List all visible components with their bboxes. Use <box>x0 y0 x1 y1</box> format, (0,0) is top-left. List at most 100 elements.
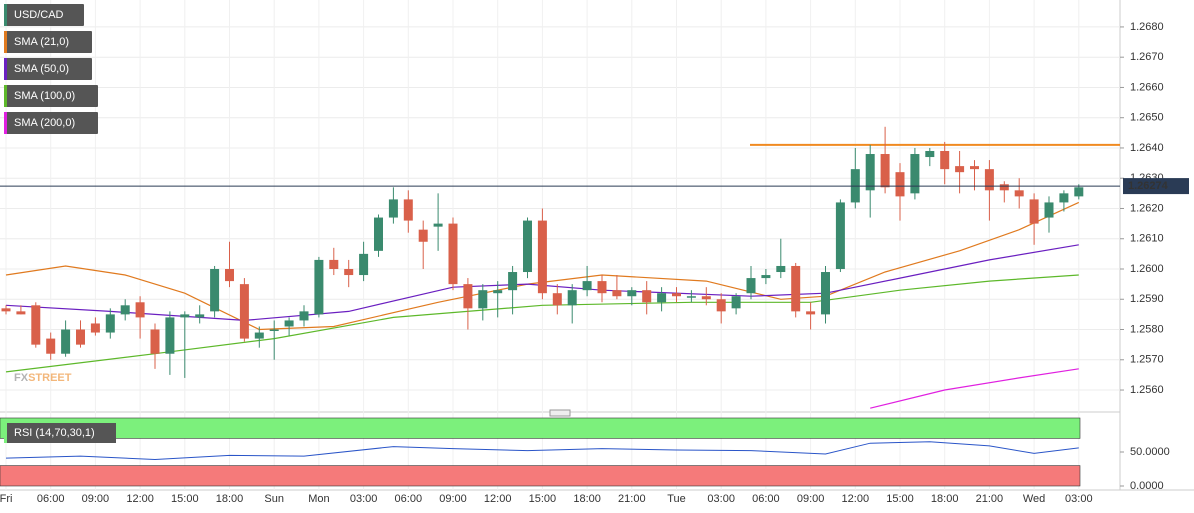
candle-body <box>523 220 532 273</box>
sma-line <box>5 201 1080 331</box>
candle-body <box>537 220 547 294</box>
candle-body <box>791 265 801 312</box>
y-tick-label: 1.2670 <box>1130 51 1164 63</box>
candle-body <box>910 154 920 194</box>
rsi-band <box>0 465 1081 487</box>
x-tick-label: 09:00 <box>797 493 825 505</box>
legend-text: USD/CAD <box>14 9 64 21</box>
y-tick-label: 1.2570 <box>1130 354 1164 366</box>
candle-body <box>1014 190 1024 197</box>
legend-text: SMA (50,0) <box>14 63 69 75</box>
candle-body <box>31 305 41 345</box>
legend-box <box>4 31 92 53</box>
candle-body <box>880 154 890 188</box>
legend-swatch <box>4 423 7 443</box>
watermark-prefix: FX <box>14 372 29 384</box>
watermark-suffix: STREET <box>28 372 72 384</box>
y-tick-label: 0.0000 <box>1130 480 1164 492</box>
x-tick-label: 12:00 <box>842 493 870 505</box>
candle-body <box>1044 202 1054 218</box>
legend-swatch <box>4 4 7 26</box>
candle-body <box>508 272 518 291</box>
candle-body <box>493 290 503 294</box>
candle-body <box>582 281 592 291</box>
candle-body <box>314 259 324 315</box>
candle-body <box>254 332 264 339</box>
legend-swatch <box>4 85 7 107</box>
candle-body <box>135 302 145 318</box>
candle-body <box>239 284 249 339</box>
legend-box <box>4 423 116 443</box>
candle-body <box>612 290 622 297</box>
candle-body <box>284 320 294 327</box>
y-tick-label: 1.2600 <box>1130 263 1164 275</box>
candle-body <box>46 338 56 354</box>
x-tick-label: 18:00 <box>573 493 601 505</box>
candle-body <box>731 296 741 309</box>
resize-handle[interactable] <box>549 409 571 417</box>
x-tick-label: 09:00 <box>439 493 467 505</box>
candle-body <box>642 290 652 303</box>
candle-body <box>821 272 830 315</box>
candle-body <box>776 265 786 273</box>
candle-body <box>597 281 607 294</box>
candle-body <box>165 317 175 354</box>
y-tick-label: 1.2640 <box>1130 142 1164 154</box>
y-tick-label: 1.2650 <box>1130 112 1164 124</box>
candle-body <box>90 323 100 333</box>
candle-body <box>865 154 875 191</box>
legend-text: SMA (21,0) <box>14 36 69 48</box>
x-tick-label: 21:00 <box>618 493 646 505</box>
candle-body <box>627 290 637 297</box>
x-tick-label: 15:00 <box>171 493 199 505</box>
legend-box <box>4 112 98 134</box>
candle-body <box>552 293 562 306</box>
candle-body <box>359 253 369 276</box>
x-tick-label: 03:00 <box>350 493 378 505</box>
candle-body <box>716 299 726 312</box>
x-tick-label: 06:00 <box>37 493 65 505</box>
x-tick-label: 15:00 <box>529 493 557 505</box>
y-tick-label: 1.2560 <box>1130 384 1164 396</box>
candle-body <box>999 184 1009 191</box>
candle-body <box>895 172 905 197</box>
candle-body <box>1 308 11 312</box>
sma-line <box>5 274 1079 373</box>
x-tick-label: 06:00 <box>395 493 423 505</box>
last-price-box <box>1123 178 1189 195</box>
rsi-line <box>5 441 1079 461</box>
candle-body <box>195 314 205 318</box>
x-tick-label: 21:00 <box>976 493 1004 505</box>
candle-body <box>374 217 383 251</box>
legend-box <box>4 85 98 107</box>
legend-text: SMA (200,0) <box>14 117 75 129</box>
legend-box <box>4 4 84 26</box>
x-tick-label: 06:00 <box>752 493 780 505</box>
candle-body <box>448 223 458 285</box>
x-tick-label: 03:00 <box>707 493 735 505</box>
candle-body <box>701 296 711 300</box>
x-tick-label: Tue <box>667 493 686 505</box>
x-tick-label: 03:00 <box>1065 493 1093 505</box>
candle-body <box>970 166 979 170</box>
legend-text: SMA (100,0) <box>14 90 75 102</box>
candle-body <box>463 284 473 309</box>
candle-body <box>344 268 354 276</box>
candle-body <box>761 275 771 279</box>
candle-body <box>16 311 26 315</box>
candle-body <box>955 166 965 173</box>
x-tick-label: Sun <box>264 493 284 505</box>
candle-body <box>388 199 398 218</box>
candle-body <box>925 150 935 158</box>
candle-body <box>1074 187 1084 197</box>
x-tick-label: 12:00 <box>484 493 512 505</box>
candle-body <box>61 329 71 354</box>
candle-body <box>150 329 160 354</box>
y-tick-label: 1.2660 <box>1130 81 1164 93</box>
legend-swatch <box>4 31 7 53</box>
candle-body <box>418 229 428 242</box>
candle-body <box>1059 193 1069 203</box>
candle-body <box>1029 199 1039 224</box>
